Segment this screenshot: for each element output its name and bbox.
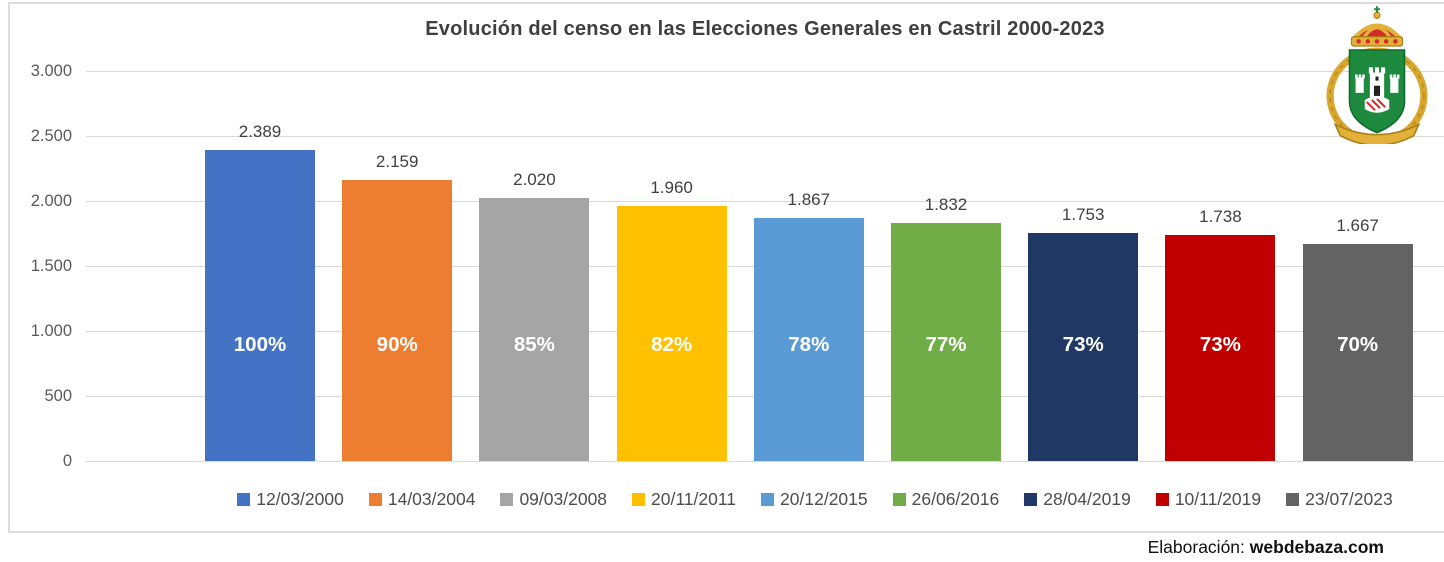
y-axis-tick-label: 2.500 bbox=[30, 127, 72, 145]
bar-09-03-2008 bbox=[479, 198, 590, 461]
legend-label: 20/11/2011 bbox=[651, 488, 737, 509]
legend-swatch-icon bbox=[892, 492, 906, 506]
footer-credit: Elaboración: webdebaza.com bbox=[1148, 535, 1384, 559]
legend-swatch-icon bbox=[500, 492, 514, 506]
bar-value-label: 1.832 bbox=[924, 194, 968, 214]
bar-14-03-2004 bbox=[342, 180, 453, 461]
castril-coat-of-arms-logo bbox=[1325, 4, 1429, 147]
gridline bbox=[86, 461, 1444, 462]
legend-item: 28/04/2019 bbox=[1024, 489, 1131, 510]
bar-percent-label: 100% bbox=[233, 333, 287, 356]
legend-swatch-icon bbox=[1155, 492, 1169, 506]
bar-value-label: 2.020 bbox=[513, 170, 556, 190]
bar-value-label: 2.389 bbox=[238, 122, 282, 142]
gridline bbox=[86, 71, 1444, 72]
bar-20-12-2015 bbox=[753, 218, 864, 461]
bar-percent-label: 70% bbox=[1337, 333, 1379, 356]
chart-frame bbox=[8, 2, 1444, 533]
legend-swatch-icon bbox=[761, 492, 775, 506]
bar-value-label: 2.159 bbox=[375, 152, 419, 172]
legend-label: 26/06/2016 bbox=[911, 488, 1000, 509]
legend-item: 23/07/2023 bbox=[1286, 489, 1393, 510]
y-axis-tick-label: 3.000 bbox=[30, 62, 72, 80]
legend: 12/03/2000 14/03/2004 09/03/2008 20/11/2011… bbox=[190, 486, 1440, 512]
legend-label: 12/03/2000 bbox=[256, 488, 344, 509]
y-axis-tick-label: 1.000 bbox=[30, 322, 72, 340]
bar-12-03-2000 bbox=[205, 150, 315, 461]
bar-10-11-2019 bbox=[1165, 235, 1276, 461]
bar-26-06-2016 bbox=[891, 222, 1001, 461]
y-axis-tick-label: 500 bbox=[44, 387, 72, 405]
legend-item: 09/03/2008 bbox=[500, 489, 607, 510]
legend-item: 26/06/2016 bbox=[892, 488, 1000, 510]
legend-item: 20/12/2015 bbox=[761, 489, 868, 510]
footer-credit-site: webdebaza.com bbox=[1249, 537, 1384, 557]
footer-credit-label: Elaboración: bbox=[1147, 537, 1245, 557]
bar-value-label: 1.867 bbox=[787, 190, 831, 210]
bar-value-label: 1.960 bbox=[650, 178, 693, 198]
y-axis-tick-label: 0 bbox=[62, 452, 72, 470]
legend-label: 14/03/2004 bbox=[387, 488, 476, 509]
y-axis-tick-label: 1.500 bbox=[30, 257, 72, 275]
bar-percent-label: 90% bbox=[376, 333, 418, 356]
legend-label: 20/12/2015 bbox=[780, 488, 868, 509]
bar-percent-label: 77% bbox=[925, 333, 967, 356]
bar-percent-label: 73% bbox=[1062, 333, 1104, 356]
bar-value-label: 1.738 bbox=[1199, 207, 1242, 227]
legend-swatch-icon bbox=[368, 492, 382, 506]
bar-percent-label: 78% bbox=[788, 333, 830, 356]
bar-20-11-2011 bbox=[616, 206, 727, 461]
legend-label: 28/04/2019 bbox=[1043, 488, 1131, 509]
bar-percent-label: 85% bbox=[513, 333, 555, 356]
legend-label: 23/07/2023 bbox=[1305, 488, 1393, 509]
legend-label: 10/11/2019 bbox=[1174, 488, 1262, 509]
legend-label: 09/03/2008 bbox=[519, 488, 608, 509]
legend-swatch-icon bbox=[1024, 492, 1038, 506]
bar-percent-label: 73% bbox=[1199, 333, 1241, 356]
legend-swatch-icon bbox=[1286, 492, 1300, 506]
legend-item: 20/11/2011 bbox=[632, 489, 736, 510]
bar-23-07-2023 bbox=[1302, 244, 1413, 461]
bar-value-label: 1.753 bbox=[1061, 205, 1105, 225]
coat-of-arms-icon bbox=[1326, 6, 1428, 147]
gridline bbox=[86, 201, 1444, 202]
bar-28-04-2019 bbox=[1028, 233, 1139, 461]
bar-value-label: 1.667 bbox=[1336, 216, 1379, 236]
legend-swatch-icon bbox=[632, 492, 646, 506]
legend-item: 12/03/2000 bbox=[237, 489, 344, 510]
gridline bbox=[86, 136, 1444, 137]
legend-item: 10/11/2019 bbox=[1155, 488, 1262, 510]
bar-percent-label: 82% bbox=[651, 333, 693, 356]
y-axis-tick-label: 2.000 bbox=[30, 192, 72, 210]
legend-item: 14/03/2004 bbox=[368, 488, 476, 510]
legend-swatch-icon bbox=[237, 492, 251, 506]
chart-title: Evolución del censo en las Elecciones Ge… bbox=[425, 18, 1105, 40]
